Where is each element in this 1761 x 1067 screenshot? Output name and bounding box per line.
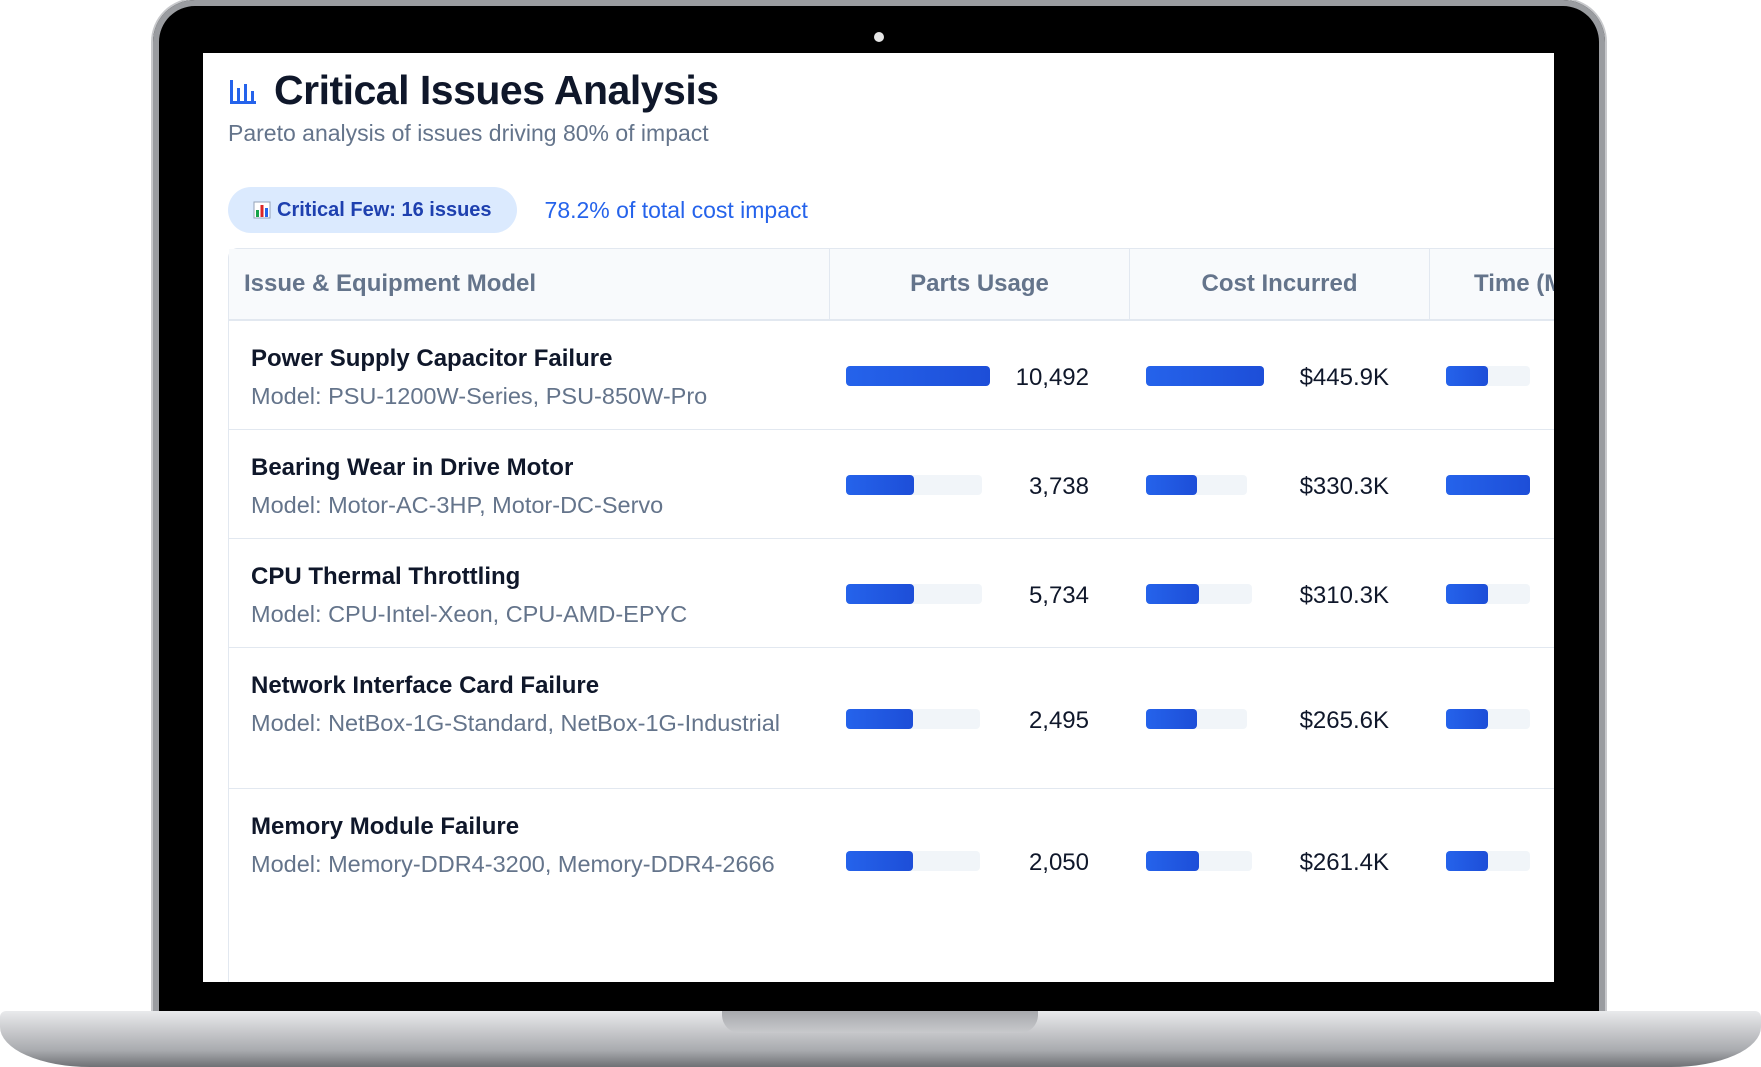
bar-chart-icon bbox=[230, 79, 256, 104]
issue-model: Model: Memory-DDR4-3200, Memory-DDR4-266… bbox=[251, 851, 775, 877]
camera-icon bbox=[874, 32, 884, 42]
issue-model: Model: CPU-Intel-Xeon, CPU-AMD-EPYC bbox=[251, 601, 688, 627]
time-bar-fill bbox=[1446, 366, 1488, 386]
issue-name: Bearing Wear in Drive Motor bbox=[251, 454, 574, 481]
cost-value: $265.6K bbox=[1299, 707, 1389, 734]
cost-bar bbox=[1146, 709, 1247, 729]
parts-bar bbox=[846, 584, 982, 604]
table-row[interactable]: Memory Module Failure Model: Memory-DDR4… bbox=[229, 789, 1554, 949]
time-bar-fill bbox=[1446, 851, 1488, 871]
parts-bar-fill bbox=[846, 366, 990, 386]
impact-text: 78.2% of total cost impact bbox=[544, 196, 808, 223]
column-header-time[interactable]: Time (M bbox=[1474, 270, 1554, 297]
time-bar-fill bbox=[1446, 475, 1530, 495]
cost-bar-fill bbox=[1146, 851, 1199, 871]
table-row[interactable]: CPU Thermal Throttling Model: CPU-Intel-… bbox=[229, 539, 1554, 648]
parts-bar bbox=[846, 851, 980, 871]
cost-value: $310.3K bbox=[1299, 582, 1389, 609]
cost-value: $261.4K bbox=[1299, 849, 1389, 876]
parts-bar bbox=[846, 475, 982, 495]
issue-model: Model: PSU-1200W-Series, PSU-850W-Pro bbox=[251, 383, 708, 409]
bar-chart-icon bbox=[253, 201, 271, 219]
table-row[interactable]: Network Interface Card Failure Model: Ne… bbox=[229, 648, 1554, 789]
parts-value: 2,050 bbox=[1028, 849, 1089, 876]
cost-bar bbox=[1146, 366, 1264, 386]
issue-name: CPU Thermal Throttling bbox=[251, 563, 521, 590]
parts-bar-fill bbox=[846, 851, 913, 871]
issue-name: Memory Module Failure bbox=[251, 813, 520, 840]
time-bar bbox=[1446, 584, 1530, 604]
table-header: Issue & Equipment Model Parts Usage Cost… bbox=[229, 249, 1554, 321]
parts-value: 3,738 bbox=[1028, 473, 1089, 500]
issue-name: Network Interface Card Failure bbox=[251, 672, 600, 699]
issues-table: Issue & Equipment Model Parts Usage Cost… bbox=[228, 248, 1554, 982]
summary-row: Critical Few: 16 issues 78.2% of total c… bbox=[228, 187, 808, 233]
parts-bar bbox=[846, 709, 980, 729]
parts-value: 2,495 bbox=[1028, 707, 1089, 734]
issue-name: Power Supply Capacitor Failure bbox=[251, 345, 613, 372]
parts-bar-fill bbox=[846, 584, 914, 604]
cost-bar-fill bbox=[1146, 584, 1199, 604]
laptop-notch bbox=[722, 1011, 1038, 1033]
badge-label: Critical Few: 16 issues bbox=[277, 198, 492, 221]
time-bar-fill bbox=[1446, 584, 1488, 604]
parts-value: 10,492 bbox=[1015, 364, 1089, 391]
time-bar-fill bbox=[1446, 709, 1488, 729]
cost-bar bbox=[1146, 475, 1247, 495]
issue-model: Model: NetBox-1G-Standard, NetBox-1G-Ind… bbox=[251, 710, 780, 736]
cost-bar bbox=[1146, 584, 1252, 604]
cost-value: $445.9K bbox=[1299, 364, 1389, 391]
table-row[interactable]: Bearing Wear in Drive Motor Model: Motor… bbox=[229, 430, 1554, 539]
title-row: Critical Issues Analysis bbox=[228, 67, 719, 114]
column-header-cost[interactable]: Cost Incurred bbox=[1130, 249, 1430, 319]
cost-bar-fill bbox=[1146, 475, 1197, 495]
time-bar bbox=[1446, 475, 1530, 495]
page-subtitle: Pareto analysis of issues driving 80% of… bbox=[228, 120, 709, 146]
parts-value: 5,734 bbox=[1028, 582, 1089, 609]
parts-bar bbox=[846, 366, 990, 386]
app-screen: Critical Issues Analysis Pareto analysis… bbox=[203, 53, 1554, 982]
time-bar bbox=[1446, 851, 1530, 871]
parts-bar-fill bbox=[846, 475, 914, 495]
issue-model: Model: Motor-AC-3HP, Motor-DC-Servo bbox=[251, 492, 664, 518]
table-row[interactable]: Power Supply Capacitor Failure Model: PS… bbox=[229, 321, 1554, 430]
column-header-issue[interactable]: Issue & Equipment Model bbox=[229, 249, 830, 319]
page-title: Critical Issues Analysis bbox=[274, 67, 719, 113]
cost-bar bbox=[1146, 851, 1252, 871]
page-header: Critical Issues Analysis Pareto analysis… bbox=[228, 67, 719, 147]
critical-few-badge[interactable]: Critical Few: 16 issues bbox=[228, 187, 517, 233]
time-bar bbox=[1446, 366, 1530, 386]
parts-bar-fill bbox=[846, 709, 913, 729]
cost-bar-fill bbox=[1146, 709, 1197, 729]
cost-bar-fill bbox=[1146, 366, 1264, 386]
time-bar bbox=[1446, 709, 1530, 729]
column-header-parts[interactable]: Parts Usage bbox=[830, 249, 1130, 319]
cost-value: $330.3K bbox=[1299, 473, 1389, 500]
